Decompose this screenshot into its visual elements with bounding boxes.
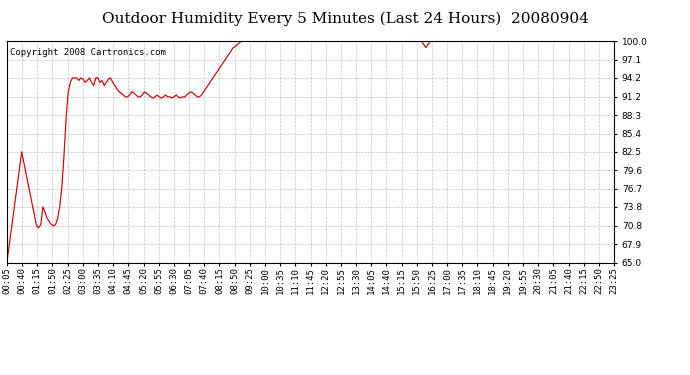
Text: Outdoor Humidity Every 5 Minutes (Last 24 Hours)  20080904: Outdoor Humidity Every 5 Minutes (Last 2…: [101, 11, 589, 26]
Text: Copyright 2008 Cartronics.com: Copyright 2008 Cartronics.com: [10, 48, 166, 57]
